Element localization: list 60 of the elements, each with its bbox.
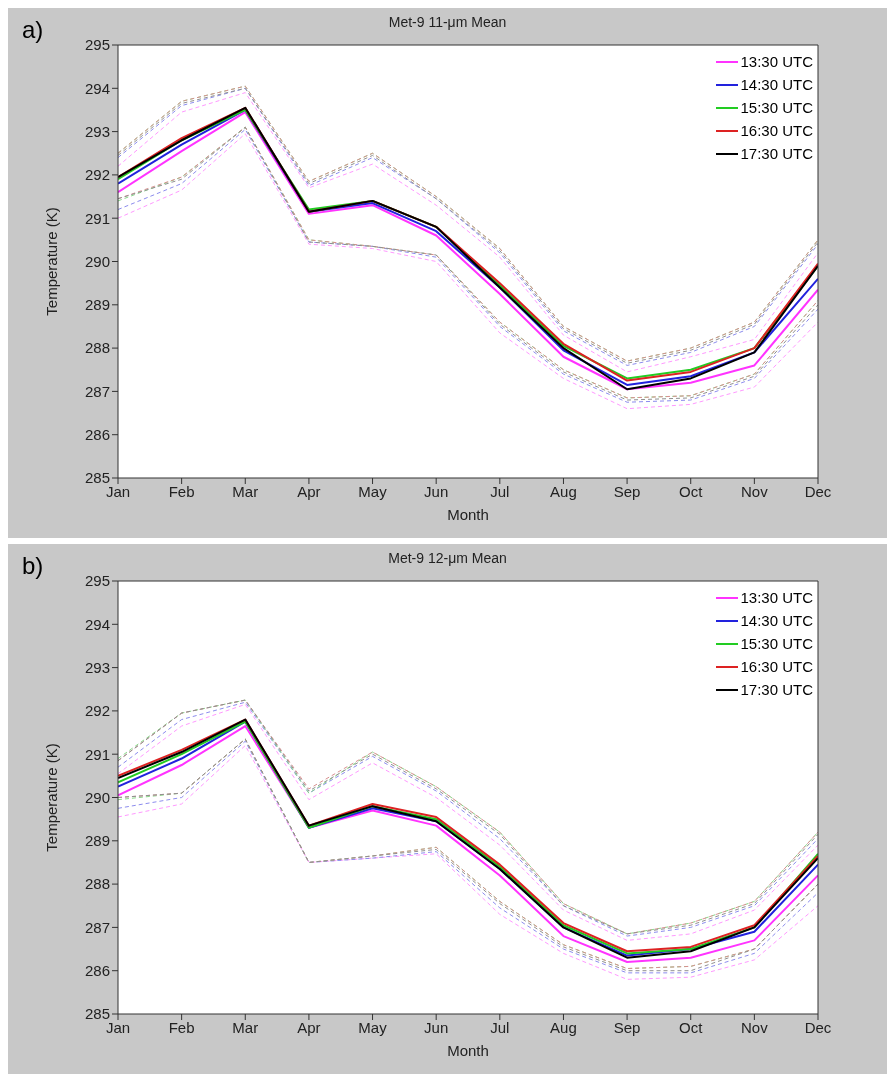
x-tick-label: Sep	[613, 1018, 641, 1036]
y-tick-label: 292	[84, 166, 110, 184]
x-tick-label: May	[358, 1018, 388, 1036]
x-tick-label: Nov	[741, 1018, 769, 1036]
x-tick-label: Jun	[424, 482, 449, 500]
y-tick-label: 286	[84, 426, 110, 444]
y-tick-label: 294	[84, 79, 110, 97]
legend-label: 16:30 UTC	[740, 658, 813, 675]
x-axis-title: Month	[447, 506, 489, 523]
x-tick-label: Mar	[232, 1018, 259, 1036]
y-tick-label: 286	[84, 962, 110, 980]
y-tick-label: 290	[84, 788, 110, 806]
y-tick-label: 287	[84, 382, 110, 400]
x-tick-label: Mar	[232, 482, 259, 500]
legend-label: 13:30 UTC	[740, 53, 813, 70]
x-tick-label: Feb	[168, 482, 195, 500]
x-tick-label: May	[358, 482, 388, 500]
x-tick-label: Aug	[550, 1018, 577, 1036]
x-tick-label: Nov	[741, 482, 769, 500]
legend-label: 13:30 UTC	[740, 589, 813, 606]
x-tick-label: Apr	[297, 1018, 321, 1036]
x-tick-label: Jul	[490, 1018, 510, 1036]
y-tick-label: 289	[84, 832, 110, 850]
y-tick-label: 295	[84, 36, 110, 54]
y-tick-label: 293	[84, 658, 110, 676]
x-tick-label: Feb	[168, 1018, 195, 1036]
x-tick-label: Dec	[804, 1018, 832, 1036]
y-tick-label: 294	[84, 615, 110, 633]
y-tick-label: 287	[84, 918, 110, 936]
y-tick-label: 289	[84, 296, 110, 314]
x-tick-label: Sep	[613, 482, 641, 500]
text: b)	[22, 552, 44, 580]
x-tick-label: Jun	[424, 1018, 449, 1036]
legend-label: 15:30 UTC	[740, 99, 813, 116]
x-tick-label: Jul	[490, 482, 510, 500]
y-tick-label: 291	[84, 745, 110, 763]
y-axis-title: Temperature (K)	[43, 207, 61, 316]
y-tick-label: 290	[84, 252, 110, 270]
legend-label: 17:30 UTC	[740, 145, 813, 162]
legend-label: 17:30 UTC	[740, 681, 813, 698]
x-tick-label: Apr	[297, 482, 321, 500]
x-tick-label: Aug	[550, 482, 577, 500]
y-tick-label: 288	[84, 339, 110, 357]
x-tick-label: Dec	[804, 482, 832, 500]
legend-label: 14:30 UTC	[740, 76, 813, 93]
chart-title: Met-9 11-μm Mean	[388, 14, 507, 30]
y-tick-label: 288	[84, 875, 110, 893]
legend-label: 15:30 UTC	[740, 635, 813, 652]
x-tick-label: Oct	[679, 482, 704, 500]
y-tick-label: 293	[84, 122, 110, 140]
y-axis-title: Temperature (K)	[43, 743, 61, 852]
y-tick-label: 292	[84, 702, 110, 720]
x-axis-title: Month	[447, 1042, 489, 1059]
text: a)	[22, 16, 44, 44]
legend-label: 16:30 UTC	[740, 122, 813, 139]
chart-title: Met-9 12-μm Mean	[388, 550, 507, 566]
x-tick-label: Oct	[679, 1018, 704, 1036]
y-tick-label: 295	[84, 572, 110, 590]
y-tick-label: 291	[84, 209, 110, 227]
legend-label: 14:30 UTC	[740, 612, 813, 629]
